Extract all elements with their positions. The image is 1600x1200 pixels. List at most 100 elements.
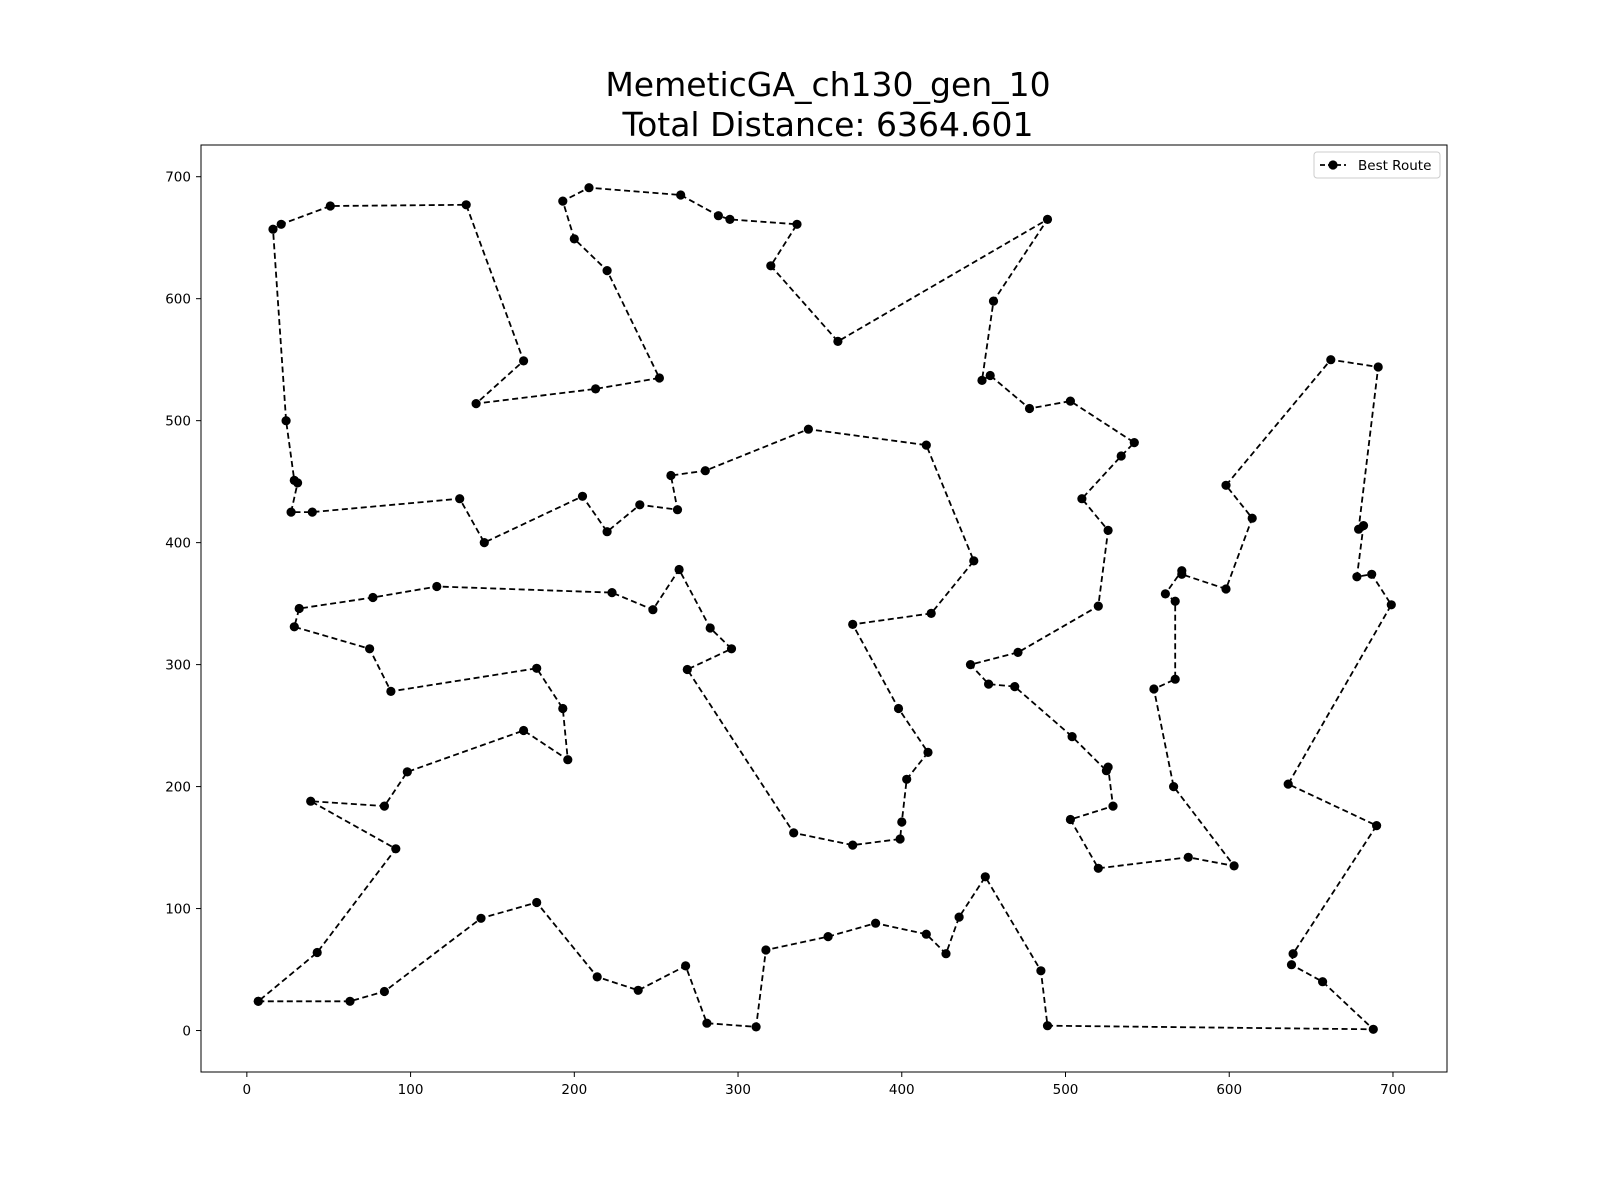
city-point	[286, 507, 296, 517]
city-point	[281, 416, 291, 426]
city-point	[977, 375, 987, 385]
city-point	[519, 356, 529, 366]
city-point	[602, 266, 612, 276]
x-tick-label: 100	[398, 1082, 424, 1098]
city-point	[325, 201, 335, 211]
city-point	[823, 932, 833, 942]
chart-title-line-1: MemeticGA_ch130_gen_10	[605, 65, 1050, 104]
city-point	[1318, 977, 1328, 987]
route-line	[257, 186, 1393, 1031]
city-point	[895, 834, 905, 844]
city-point	[1024, 403, 1035, 414]
city-point	[1160, 589, 1170, 599]
city-point	[848, 619, 858, 630]
city-point	[1010, 682, 1020, 692]
city-point	[988, 296, 999, 306]
city-point	[726, 644, 737, 654]
city-point	[532, 663, 542, 673]
city-point	[1065, 396, 1075, 406]
city-point	[379, 986, 389, 997]
legend: Best Route	[1313, 151, 1441, 179]
city-point	[1108, 801, 1118, 811]
city-point	[1013, 647, 1023, 658]
city-point	[345, 996, 355, 1006]
city-point	[1286, 960, 1297, 970]
city-point	[569, 234, 579, 244]
city-point	[368, 592, 378, 603]
x-tick-label: 400	[889, 1082, 915, 1098]
plot-area	[200, 144, 1448, 1073]
city-point	[803, 424, 814, 434]
city-point	[833, 336, 843, 346]
city-point	[666, 470, 676, 481]
city-point	[713, 211, 724, 221]
city-point	[1352, 572, 1362, 582]
city-point	[1283, 779, 1293, 789]
city-point	[980, 872, 990, 882]
city-point	[654, 373, 665, 383]
city-point	[921, 929, 931, 939]
x-tick-label: 500	[1053, 1082, 1079, 1098]
city-point	[969, 556, 979, 566]
city-point	[1183, 852, 1193, 862]
city-point	[584, 183, 594, 193]
city-point	[294, 603, 304, 614]
city-point	[1373, 362, 1383, 372]
city-point	[386, 686, 396, 697]
y-tick-label: 700	[165, 170, 191, 186]
city-point	[923, 747, 933, 758]
city-point	[848, 840, 858, 850]
series-layer	[253, 183, 1396, 1034]
x-tick-label: 700	[1380, 1082, 1406, 1098]
city-point	[391, 844, 401, 854]
city-point	[985, 370, 995, 381]
city-point	[306, 796, 316, 806]
city-point	[1221, 480, 1231, 490]
city-point	[289, 622, 299, 632]
city-point	[1170, 596, 1180, 606]
city-point	[558, 196, 568, 206]
x-axis: 0 100 200 300 400 500 600 700	[243, 1072, 1406, 1098]
y-tick-label: 100	[165, 902, 191, 918]
city-point	[1042, 214, 1053, 224]
city-point	[761, 945, 771, 955]
city-point	[954, 912, 964, 922]
city-point	[1367, 569, 1377, 579]
chart-title-line-2: Total Distance: 6364.601	[622, 105, 1034, 144]
city-point	[633, 985, 643, 995]
city-point	[1170, 674, 1180, 684]
city-point	[602, 527, 612, 537]
city-point	[921, 440, 931, 450]
city-point	[965, 660, 976, 670]
x-tick-label: 0	[243, 1082, 252, 1098]
city-point	[1103, 525, 1113, 536]
y-tick-label: 300	[165, 658, 191, 674]
city-point	[1368, 1024, 1378, 1034]
y-tick-label: 500	[165, 414, 191, 430]
city-point	[893, 703, 904, 714]
city-point	[455, 494, 465, 504]
city-point	[276, 219, 286, 229]
city-point	[1116, 451, 1126, 461]
city-point	[1093, 863, 1103, 873]
city-point	[1354, 524, 1364, 534]
city-point	[307, 507, 317, 517]
x-tick-label: 200	[561, 1082, 587, 1098]
city-point	[674, 564, 684, 575]
x-tick-label: 300	[725, 1082, 751, 1098]
city-point	[635, 500, 645, 510]
city-point	[1221, 584, 1231, 594]
city-point	[941, 949, 951, 959]
city-point	[519, 725, 529, 736]
y-tick-label: 200	[165, 780, 191, 796]
legend-marker-sample	[1328, 160, 1338, 170]
city-point	[479, 538, 489, 548]
city-point	[902, 774, 912, 784]
city-point	[1067, 732, 1077, 742]
city-point	[432, 581, 442, 592]
city-point	[461, 200, 471, 210]
city-point	[672, 505, 683, 515]
city-point	[1065, 814, 1075, 825]
city-point	[725, 214, 735, 224]
city-point	[682, 664, 692, 675]
